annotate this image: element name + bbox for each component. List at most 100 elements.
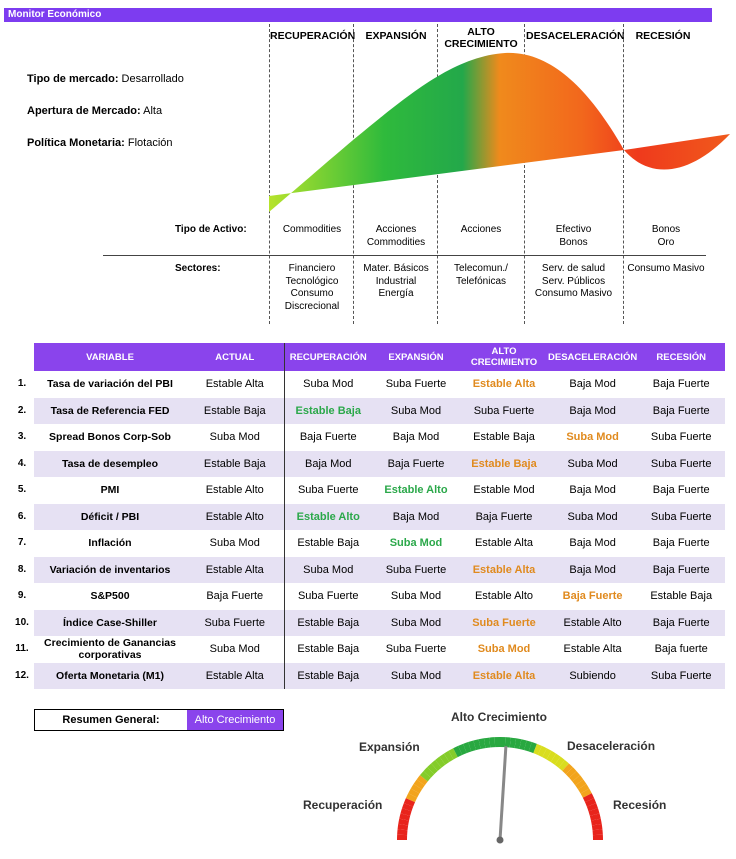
gauge-segment <box>398 818 410 826</box>
phase-value: Suba Fuerte <box>637 662 726 689</box>
variable-name: S&P500 <box>90 590 130 603</box>
page-title: Monitor Económico <box>8 9 102 20</box>
gauge-segment <box>577 783 590 794</box>
gauge-segment <box>453 745 463 758</box>
row-number: 8. <box>17 563 27 575</box>
gauge-segment <box>519 739 527 751</box>
variable-name: Índice Case-Shiller <box>34 609 186 636</box>
phase-value: Suba Mod <box>548 450 638 477</box>
table-row: 9. S&P500 Baja Fuerte Suba Fuerte Suba Mod Es… <box>10 583 725 610</box>
col-expansion: EXPANSIÓN <box>372 343 460 371</box>
top-bar: Monitor Económico <box>4 8 712 22</box>
monetary-policy: Política Monetaria: Flotación <box>27 137 173 149</box>
row-number: 10. <box>15 616 29 628</box>
gauge-label-alto: Alto Crecimiento <box>451 710 548 724</box>
gauge-segment <box>588 808 600 816</box>
gauge-segment <box>448 748 458 760</box>
phase-value: Estable Baja <box>284 397 372 424</box>
phase-value: Estable Alta <box>460 556 548 583</box>
gauge-segment <box>435 756 446 768</box>
col-desaceleracion: DESACELERACIÓN <box>548 343 638 371</box>
table-row: 4. Tasa de desempleo Estable Baja Baja Mod B… <box>10 450 726 477</box>
gauge-segment <box>397 823 409 831</box>
asset-recesion: Bonos Oro <box>651 224 681 248</box>
gauge-segment <box>554 756 565 768</box>
summary-label: Resumen General: <box>62 714 160 726</box>
phase-value: Suba Mod <box>372 662 460 689</box>
phase-alto-crecimiento: ALTO CRECIMIENTO <box>444 26 518 50</box>
market-type: Tipo de mercado: Desarrollado <box>27 73 184 85</box>
phase-value: Estable Baja <box>473 431 535 444</box>
gauge-segment <box>400 808 412 816</box>
col-actual: ACTUAL <box>186 343 285 371</box>
phase-value: Baja Fuerte <box>372 450 460 477</box>
gauge-segment <box>580 788 592 798</box>
phase-value: Baja Mod <box>548 556 638 583</box>
phase-value: Estable Baja <box>297 643 360 656</box>
phase-value: Estable Alta <box>472 378 536 391</box>
economic-cycle-curve <box>269 52 730 213</box>
row-number: 3. <box>17 431 27 443</box>
gauge-segment <box>473 739 481 751</box>
phase-value: Suba Mod <box>548 503 638 530</box>
phase-value: Baja Fuerte <box>637 609 726 636</box>
phase-value: Suba Fuerte <box>637 450 726 477</box>
gauge-segment <box>565 767 577 778</box>
gauge-segment <box>546 750 557 763</box>
phase-value: Suba Fuerte <box>460 609 548 636</box>
col-variable: VARIABLE <box>34 343 186 371</box>
col-recuperacion: RECUPERACIÓN <box>284 343 372 371</box>
sector-alto: Telecomun./Telefónicas <box>454 263 508 287</box>
phase-value: Estable Alta <box>460 662 548 689</box>
gauge-segment <box>528 742 537 754</box>
phase-value: Baja Fuerte <box>637 397 726 424</box>
row-number: 11. <box>15 643 29 655</box>
actual-value: Suba Mod <box>186 530 285 557</box>
actual-value: Estable Alto <box>186 503 285 530</box>
gauge-segment <box>416 775 428 786</box>
table-header-row: VARIABLE ACTUAL RECUPERACIÓN EXPANSIÓN A… <box>10 343 726 371</box>
actual-value: Suba Fuerte <box>186 609 285 636</box>
phase-value: Suba Mod <box>389 537 443 550</box>
actual-value: Suba Mod <box>186 636 285 663</box>
phase-value: Estable Alto <box>284 503 372 530</box>
table-row: 12. Oferta Monetaria (M1) Estable Alta Esta… <box>10 662 726 689</box>
col-recesion: RECESIÓN <box>637 343 726 371</box>
gauge-segment <box>591 823 603 831</box>
actual-value: Estable Baja <box>186 450 285 477</box>
phase-value: Baja Mod <box>392 431 440 444</box>
gauge-segment <box>439 753 450 765</box>
col-alto-crecimiento: ALTO CRECIMIENTO <box>460 343 548 371</box>
phase-value: Estable Alto <box>548 609 638 636</box>
gauge-segment <box>572 775 584 786</box>
variable-name: Déficit / PBI <box>34 503 186 530</box>
gauge-segment <box>405 793 418 803</box>
phase-value: Estable Baja <box>284 662 372 689</box>
variable-name: Spread Bonos Corp-Sob <box>49 431 171 444</box>
asset-recuperacion: Commodities <box>282 224 342 235</box>
gauge-segment <box>514 738 522 750</box>
phase-value: Estable Baja <box>460 450 548 477</box>
gauge-segment <box>410 783 423 794</box>
gauge-segment <box>458 743 467 756</box>
phase-value: Suba Fuerte <box>297 590 359 603</box>
phase-value: Baja fuerte <box>654 643 708 656</box>
phase-value: Baja Mod <box>372 503 460 530</box>
divider <box>524 24 525 324</box>
gauge-segment <box>584 798 597 807</box>
phase-value: Estable Alta <box>563 643 622 656</box>
phase-value: Estable Alto <box>384 484 448 497</box>
phase-value: Baja Fuerte <box>299 431 357 444</box>
gauge-segment <box>423 767 435 778</box>
divider <box>269 24 270 324</box>
gauge-segment <box>582 793 595 803</box>
phase-desaceleracion: DESACELERACIÓN <box>526 30 625 42</box>
phase-value: Estable Alta <box>474 537 534 550</box>
asset-expansion: Acciones Commodities <box>366 224 426 248</box>
phase-value: Suba Mod <box>372 609 460 636</box>
gauge-segment <box>402 803 414 812</box>
phase-value: Suba Fuerte <box>460 397 548 424</box>
table-row: 8. Variación de inventarios Estable Alta Su… <box>10 556 726 583</box>
phase-value: Baja Fuerte <box>652 537 710 550</box>
phase-value: Suba Fuerte <box>385 378 447 391</box>
